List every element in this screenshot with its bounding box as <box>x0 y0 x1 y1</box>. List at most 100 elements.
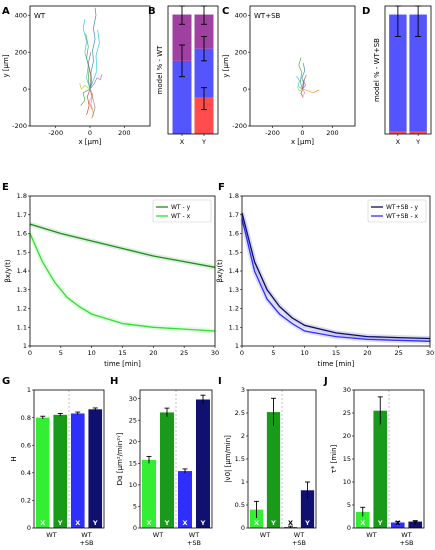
condition-label: WT+SB <box>254 12 281 20</box>
group-label: WT <box>294 531 304 539</box>
y-tick-label: 1 <box>241 478 245 486</box>
group-label: WT <box>46 531 56 539</box>
group-label: +SB <box>292 539 306 547</box>
trajectory-line <box>89 74 103 90</box>
y-tick-label: 1.6 <box>17 230 27 238</box>
y-tick-label: -200 <box>12 122 27 130</box>
plot-frame <box>247 389 317 529</box>
group-label: WT <box>81 531 91 539</box>
y-axis-label: y [μm] <box>222 54 230 77</box>
bar <box>35 417 50 528</box>
trajectory-line <box>82 18 91 90</box>
group-label: WT <box>189 531 199 539</box>
group-label: WT <box>153 531 163 539</box>
y-axis-label: y [μm] <box>2 54 10 77</box>
bar-label: Y <box>304 519 310 527</box>
panel-letter-h: H <box>110 376 118 387</box>
y-tick-label: 1.3 <box>17 286 27 294</box>
panel-letter-b: B <box>148 6 156 17</box>
stacked-bar-segment <box>389 131 407 134</box>
y-tick-label: 1.8 <box>229 192 239 200</box>
stacked-bar-segment <box>172 60 192 134</box>
y-tick-label: 0 <box>133 524 137 532</box>
y-tick-label: 1.6 <box>229 230 239 238</box>
x-tick-label: -200 <box>265 129 280 137</box>
x-tick-label: 200 <box>118 129 130 137</box>
bar-label: Y <box>57 519 63 527</box>
bar <box>266 412 281 528</box>
trajectory-line <box>296 87 303 92</box>
y-tick-label: 15 <box>129 460 137 468</box>
trajectory-line <box>87 52 92 90</box>
plot-frame <box>241 195 431 347</box>
group-label: +SB <box>399 539 413 547</box>
y-tick-label: 1.2 <box>229 305 239 313</box>
group-label: +SB <box>79 539 93 547</box>
series-line <box>241 218 431 342</box>
y-tick-label: 1.5 <box>17 248 27 256</box>
stacked-bar-segment <box>172 14 192 61</box>
y-tick-label: 5 <box>347 501 351 509</box>
x-tick-label: 30 <box>211 349 219 357</box>
x-tick-label: 0 <box>240 349 244 357</box>
stacked-bar-segment <box>194 97 214 134</box>
plot-frame <box>249 5 356 127</box>
y-axis-label: model % - WT <box>156 45 164 95</box>
y-tick-label: 5 <box>133 503 137 511</box>
series-line <box>29 233 216 332</box>
group-label: +SB <box>187 539 201 547</box>
plot-frame <box>139 389 213 529</box>
trajectory-panel: -200 0 200 400 -200 0 200 WT+SB x [μm] y [μm] <box>222 5 356 146</box>
plot-frame <box>384 5 432 135</box>
trajectory-line <box>296 76 303 90</box>
confidence-band <box>29 221 216 270</box>
x-axis-label: x [μm] <box>291 138 314 146</box>
group-label: WT <box>260 531 270 539</box>
bar <box>390 522 405 528</box>
bar-label: Y <box>377 519 383 527</box>
panel-letter-e: E <box>2 182 9 193</box>
legend-label: WT - x <box>171 213 191 220</box>
bar-label: X <box>75 519 80 527</box>
plot-frame <box>167 5 219 135</box>
bar <box>195 399 211 528</box>
y-axis-label: βx/y(t) <box>216 259 224 283</box>
y-tick-label: 25 <box>343 409 351 417</box>
panel-letter-j: J <box>323 376 328 387</box>
y-tick-label: 3 <box>241 386 245 394</box>
x-tick-label: 0 <box>300 129 304 137</box>
y-tick-label: 0.6 <box>21 441 31 449</box>
panel-letter-f: F <box>218 182 225 193</box>
y-tick-label: 1 <box>235 342 239 350</box>
y-tick-label: 200 <box>15 48 27 56</box>
bar-label: Y <box>164 519 170 527</box>
x-tick-label: 0 <box>28 349 32 357</box>
x-tick-label: 20 <box>149 349 157 357</box>
y-axis-label: τ* [min] <box>330 444 338 473</box>
trajectory-line <box>89 88 96 117</box>
panel-letter-c: C <box>222 6 229 17</box>
stacked-bar-segment <box>409 14 427 132</box>
trajectory-line <box>301 63 306 90</box>
bar <box>88 409 103 528</box>
legend-label: WT+SB - y <box>386 204 419 211</box>
x-tick-label: 15 <box>118 349 126 357</box>
bar-label: X <box>395 519 400 527</box>
trajectory-line <box>80 88 91 106</box>
confidence-band <box>239 217 431 344</box>
y-tick-label: 0 <box>241 524 245 532</box>
trajectory-line <box>89 7 97 90</box>
stacked-bar-segment <box>409 131 427 134</box>
plot-frame <box>33 389 105 529</box>
stacked-bar-segment <box>389 14 407 132</box>
stacked-bar-segment <box>194 48 214 98</box>
panel-letter-a: A <box>2 6 10 17</box>
y-tick-label: 2.5 <box>235 409 245 417</box>
trajectory-line <box>302 88 320 94</box>
trajectory-line <box>302 79 306 90</box>
y-axis-label: H <box>10 456 18 461</box>
bar-label: X <box>40 519 45 527</box>
category-label: X <box>180 138 185 146</box>
y-tick-label: 2 <box>241 432 245 440</box>
